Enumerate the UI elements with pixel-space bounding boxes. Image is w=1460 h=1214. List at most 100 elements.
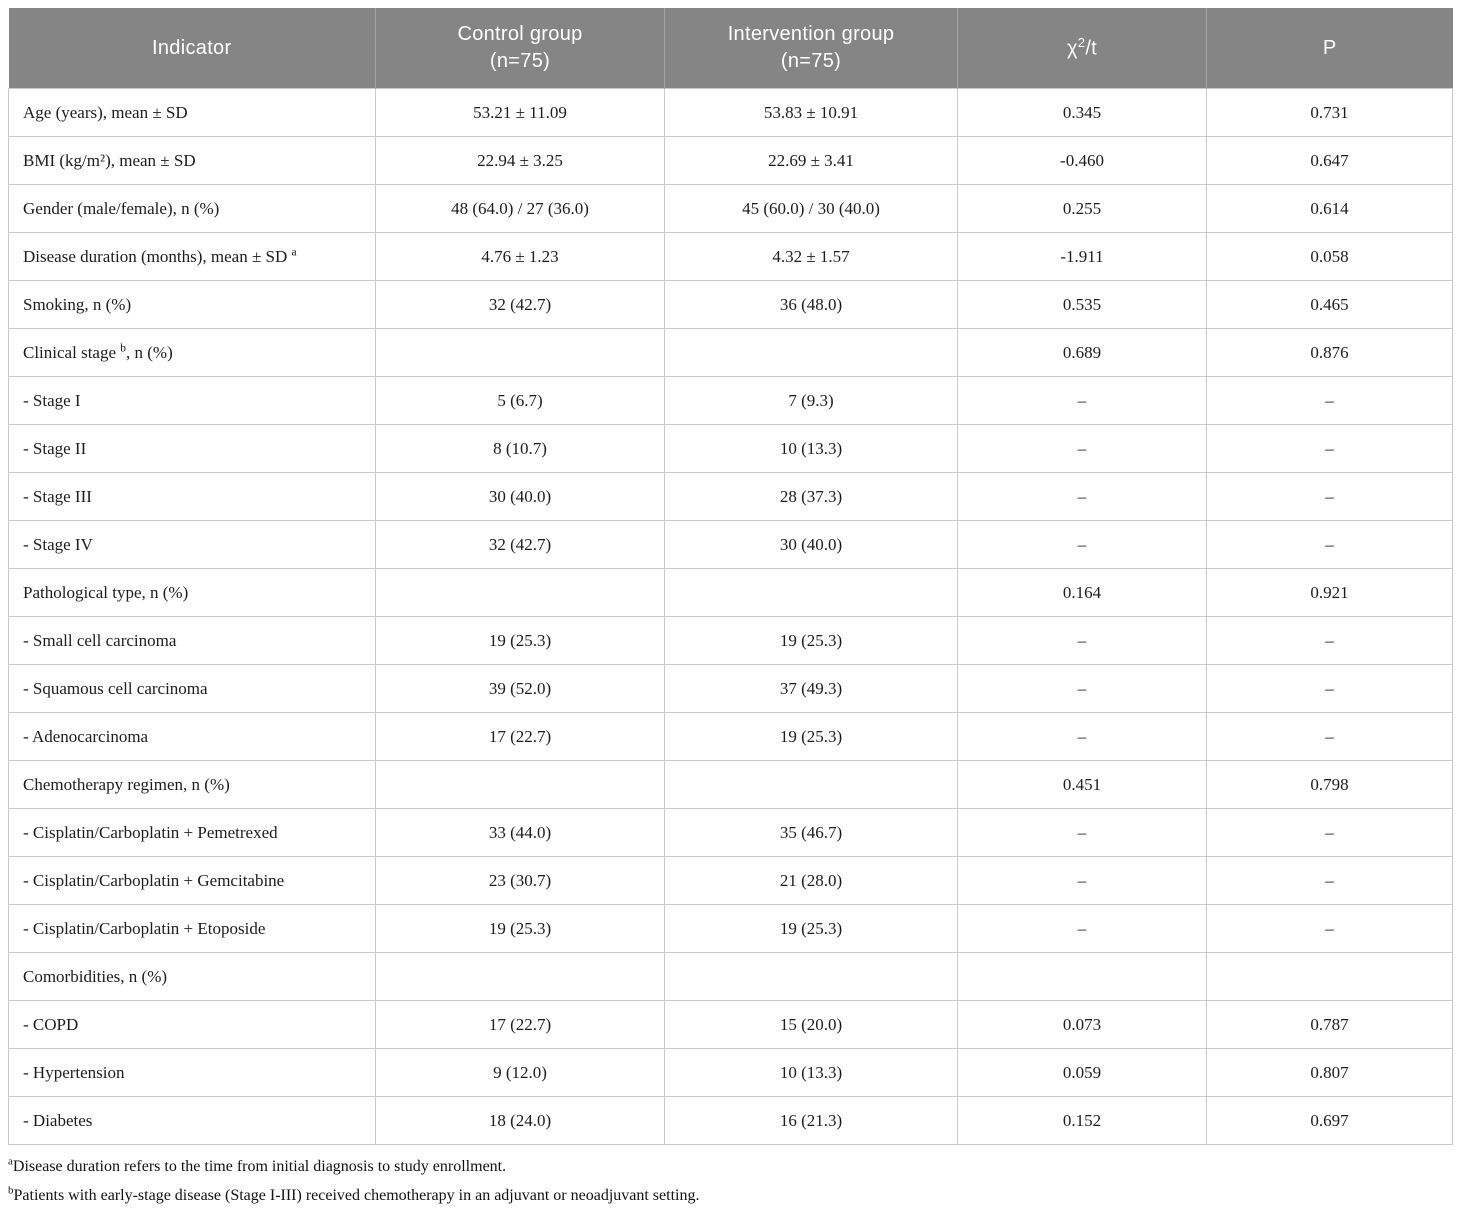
indicator-cell: - Stage II xyxy=(8,424,376,473)
indicator-cell: - Diabetes xyxy=(8,1096,376,1145)
chi-cell: 0.073 xyxy=(957,1000,1207,1049)
table-body: Age (years), mean ± SD 53.21 ± 11.09 53.83… xyxy=(8,88,1453,1145)
indicator-cell: - Cisplatin/Carboplatin + Etoposide xyxy=(8,904,376,953)
intervention-cell: 16 (21.3) xyxy=(664,1096,958,1145)
table-row: Disease duration (months), mean ± SD a 4.… xyxy=(8,232,1453,281)
header-control-group: Control group (n=75) xyxy=(375,8,665,89)
intervention-cell: 30 (40.0) xyxy=(664,520,958,569)
table-row: - Squamous cell carcinoma 39 (52.0) 37 (49… xyxy=(8,664,1453,713)
indicator-cell: Pathological type, n (%) xyxy=(8,568,376,617)
p-cell: 0.058 xyxy=(1206,232,1453,281)
control-cell: 8 (10.7) xyxy=(375,424,665,473)
p-cell: 0.731 xyxy=(1206,88,1453,137)
footnote: bPatients with early-stage disease (Stag… xyxy=(8,1184,700,1204)
table-row: - Cisplatin/Carboplatin + Pemetrexed 33 (… xyxy=(8,808,1453,857)
intervention-cell: 19 (25.3) xyxy=(664,616,958,665)
intervention-cell: 19 (25.3) xyxy=(664,904,958,953)
intervention-cell xyxy=(664,328,958,377)
intervention-cell: 15 (20.0) xyxy=(664,1000,958,1049)
table-row: Age (years), mean ± SD 53.21 ± 11.09 53.83… xyxy=(8,88,1453,137)
indicator-superscript: a xyxy=(291,245,297,258)
footnote: aDisease duration refers to the time fro… xyxy=(8,1155,507,1175)
indicator-cell: BMI (kg/m²), mean ± SD xyxy=(8,136,376,185)
chi-cell: 0.255 xyxy=(957,184,1207,233)
header-control-line2: (n=75) xyxy=(489,50,551,72)
indicator-cell: Comorbidities, n (%) xyxy=(8,952,376,1001)
p-cell: 0.807 xyxy=(1206,1048,1453,1097)
control-cell: 32 (42.7) xyxy=(375,280,665,329)
table-row: Gender (male/female), n (%) 48 (64.0) / 2… xyxy=(8,184,1453,233)
chi-cell: 0.345 xyxy=(957,88,1207,137)
intervention-cell: 35 (46.7) xyxy=(664,808,958,857)
intervention-cell: 10 (13.3) xyxy=(664,424,958,473)
p-cell: – xyxy=(1206,712,1453,761)
intervention-cell: 21 (28.0) xyxy=(664,856,958,905)
indicator-cell: - Stage I xyxy=(8,376,376,425)
chi-cell: -0.460 xyxy=(957,136,1207,185)
indicator-superscript: b xyxy=(120,341,127,354)
footnote-marker: a xyxy=(8,1155,13,1168)
table-row: - Stage III 30 (40.0) 28 (37.3) – – xyxy=(8,472,1453,521)
table-header: Indicator Control group (n=75) Intervent… xyxy=(8,8,1453,89)
indicator-cell: - COPD xyxy=(8,1000,376,1049)
chi-rest: /t xyxy=(1085,37,1098,60)
p-cell: – xyxy=(1206,664,1453,713)
chi-cell: 0.152 xyxy=(957,1096,1207,1145)
chi-cell xyxy=(957,952,1207,1001)
chi-cell: – xyxy=(957,616,1207,665)
p-cell: 0.921 xyxy=(1206,568,1453,617)
table-row: - Cisplatin/Carboplatin + Etoposide 19 (2… xyxy=(8,904,1453,953)
p-cell: 0.876 xyxy=(1206,328,1453,377)
control-cell: 19 (25.3) xyxy=(375,904,665,953)
p-cell: – xyxy=(1206,904,1453,953)
control-cell: 22.94 ± 3.25 xyxy=(375,136,665,185)
header-intervention-line2: (n=75) xyxy=(780,50,842,72)
indicator-cell: - Squamous cell carcinoma xyxy=(8,664,376,713)
header-control-line1: Control group xyxy=(457,23,583,45)
indicator-cell: Clinical stage b, n (%) xyxy=(8,328,376,377)
chi-cell: – xyxy=(957,424,1207,473)
table-row: - Stage IV 32 (42.7) 30 (40.0) – – xyxy=(8,520,1453,569)
indicator-cell: Chemotherapy regimen, n (%) xyxy=(8,760,376,809)
chi-cell: – xyxy=(957,904,1207,953)
table-row: - Adenocarcinoma 17 (22.7) 19 (25.3) – – xyxy=(8,712,1453,761)
header-p-value: P xyxy=(1206,8,1453,89)
p-cell: – xyxy=(1206,424,1453,473)
indicator-cell: Smoking, n (%) xyxy=(8,280,376,329)
indicator-cell: Gender (male/female), n (%) xyxy=(8,184,376,233)
chi-cell: 0.059 xyxy=(957,1048,1207,1097)
control-cell: 53.21 ± 11.09 xyxy=(375,88,665,137)
indicator-cell: Age (years), mean ± SD xyxy=(8,88,376,137)
header-chi-squared-t: χ2/t xyxy=(957,8,1207,89)
intervention-cell xyxy=(664,568,958,617)
control-cell: 23 (30.7) xyxy=(375,856,665,905)
indicator-cell: - Hypertension xyxy=(8,1048,376,1097)
intervention-cell: 10 (13.3) xyxy=(664,1048,958,1097)
baseline-characteristics-table: Indicator Control group (n=75) Intervent… xyxy=(8,8,1453,1145)
indicator-cell: - Stage IV xyxy=(8,520,376,569)
chi-cell: – xyxy=(957,664,1207,713)
header-indicator: Indicator xyxy=(8,8,376,89)
p-cell: 0.465 xyxy=(1206,280,1453,329)
table-row: Comorbidities, n (%) xyxy=(8,952,1453,1001)
chi-cell: 0.535 xyxy=(957,280,1207,329)
table-row: - Cisplatin/Carboplatin + Gemcitabine 23 … xyxy=(8,856,1453,905)
table-row: Smoking, n (%) 32 (42.7) 36 (48.0) 0.535 0.4… xyxy=(8,280,1453,329)
p-cell: – xyxy=(1206,616,1453,665)
table-row: Pathological type, n (%) 0.164 0.921 xyxy=(8,568,1453,617)
p-cell: 0.647 xyxy=(1206,136,1453,185)
intervention-cell: 28 (37.3) xyxy=(664,472,958,521)
control-cell: 48 (64.0) / 27 (36.0) xyxy=(375,184,665,233)
control-cell xyxy=(375,760,665,809)
control-cell: 17 (22.7) xyxy=(375,1000,665,1049)
header-row: Indicator Control group (n=75) Intervent… xyxy=(8,8,1453,89)
intervention-cell: 4.32 ± 1.57 xyxy=(664,232,958,281)
chi-symbol: χ xyxy=(1066,37,1078,60)
chi-cell: – xyxy=(957,472,1207,521)
intervention-cell: 22.69 ± 3.41 xyxy=(664,136,958,185)
control-cell: 39 (52.0) xyxy=(375,664,665,713)
p-cell: – xyxy=(1206,856,1453,905)
p-cell: 0.798 xyxy=(1206,760,1453,809)
control-cell: 5 (6.7) xyxy=(375,376,665,425)
intervention-cell: 19 (25.3) xyxy=(664,712,958,761)
